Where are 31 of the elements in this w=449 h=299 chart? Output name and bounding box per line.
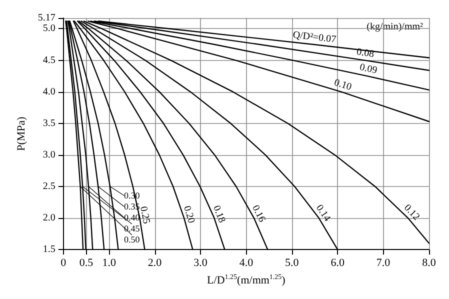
x-tick-label: 4.0 (239, 257, 254, 270)
x-tick-label: 6.0 (330, 257, 345, 270)
text: 0.10 (332, 77, 353, 93)
x-tick-label: 1.0 (102, 257, 116, 270)
y-tick-label: 4.5 (42, 54, 56, 66)
y-tick-label: 1.5 (42, 244, 56, 256)
text: 0.12 (402, 202, 422, 223)
y-tick-label: 3.0 (42, 149, 56, 160)
text: 0.09 (358, 62, 378, 76)
text: 0.50 (124, 234, 140, 244)
x-tick-label: 0 (60, 257, 67, 270)
y-tick-label: 5.17 (38, 12, 56, 24)
y-tick-label: 5.0 (42, 23, 56, 34)
text: 0.20 (180, 204, 197, 225)
text: 0.16 (250, 204, 268, 224)
text: Q/D²=0.07 (292, 30, 337, 46)
x-tick-label: 5.0 (285, 257, 300, 270)
y-tick-label: 2.5 (42, 180, 56, 192)
x-tick-label: 2.0 (148, 257, 162, 270)
x-tick-label: 7.0 (376, 257, 391, 270)
text: 0.14 (314, 202, 332, 224)
y-tick-label: 4.0 (42, 86, 56, 98)
text: 0.45 (124, 223, 140, 234)
y-axis-title: P(MPa) (16, 116, 28, 151)
annotation: (kg/min)/mm² (366, 22, 423, 32)
x-tick-label: 8.0 (422, 257, 436, 270)
y-tick-label: 2.0 (42, 212, 56, 224)
text: 0.18 (210, 204, 228, 224)
x-tick-label: 0.5 (79, 257, 94, 270)
x-tick-label: 3.0 (194, 257, 208, 270)
y-tick-label: 3.5 (42, 118, 56, 129)
